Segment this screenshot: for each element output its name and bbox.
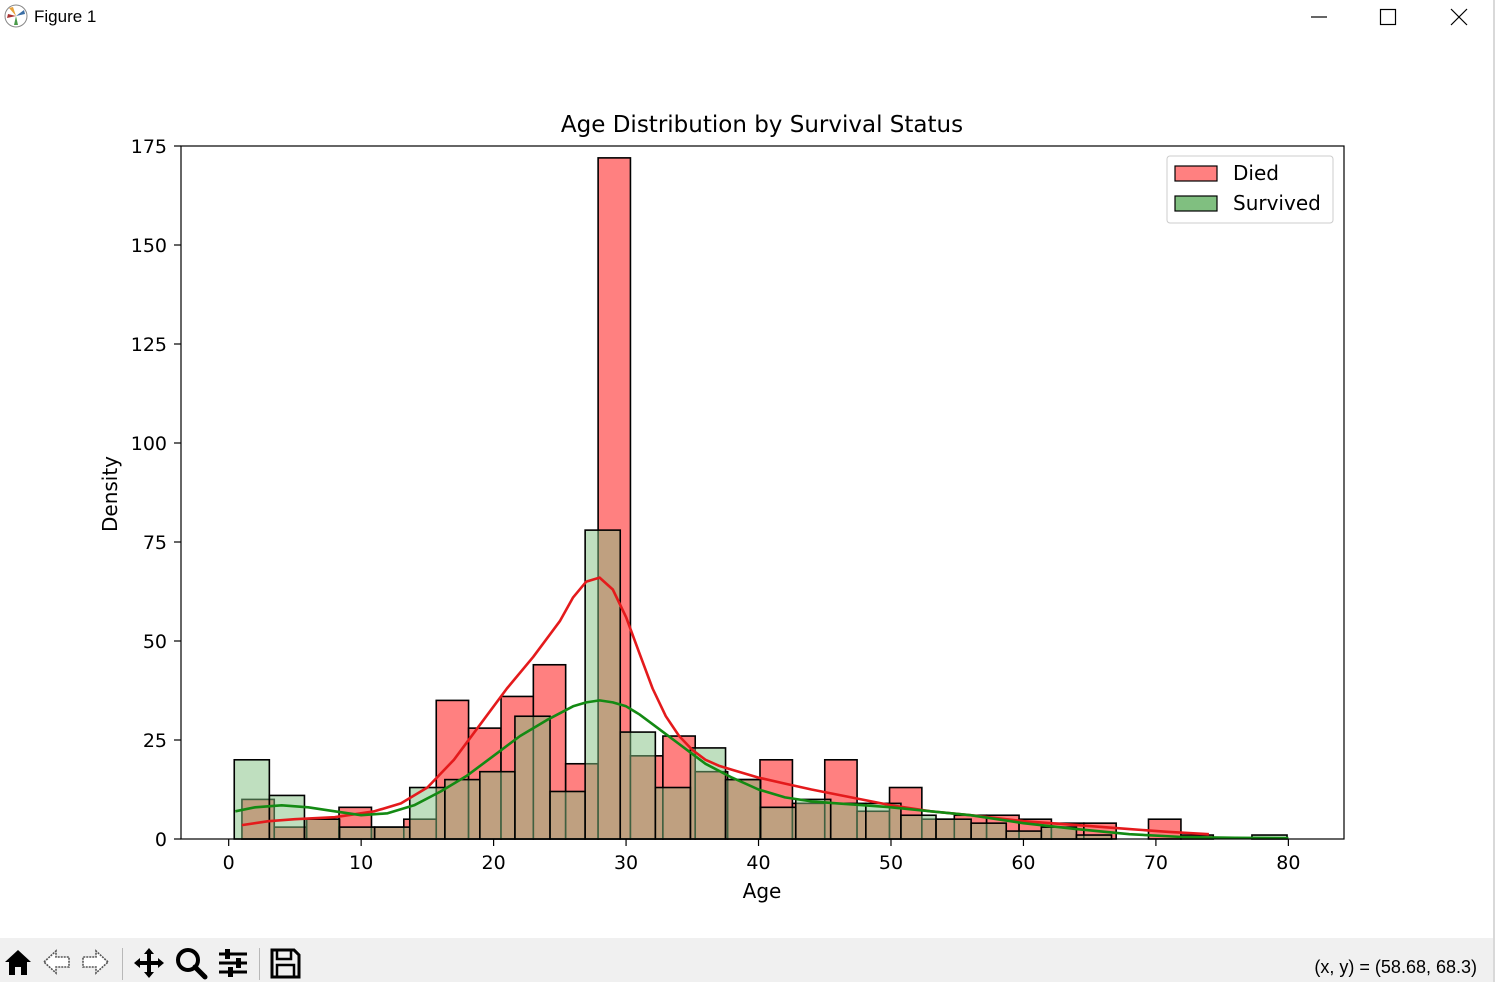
y-tick-label: 175 bbox=[131, 136, 167, 158]
legend-swatch-survived bbox=[1174, 195, 1218, 212]
y-tick-label: 25 bbox=[143, 730, 167, 752]
back-icon bbox=[42, 949, 70, 975]
title-bar: Figure 1 bbox=[0, 0, 1495, 34]
legend-swatch-died bbox=[1174, 165, 1218, 182]
bar-survived bbox=[373, 826, 411, 840]
back-button[interactable] bbox=[38, 946, 74, 982]
y-tick-label: 75 bbox=[143, 532, 167, 554]
bar-survived bbox=[303, 818, 341, 840]
bar-survived bbox=[654, 786, 692, 840]
histogram-chart[interactable]: 0 10 20 30 40 50 60 70 80 0 25 50 75 100 125 150 175 Age… bbox=[0, 34, 1495, 938]
x-tick-label: 20 bbox=[482, 852, 506, 874]
bar-survived bbox=[584, 529, 622, 840]
save-button[interactable] bbox=[267, 946, 303, 982]
x-tick-label: 0 bbox=[223, 852, 235, 874]
legend-label-died: Died bbox=[1233, 161, 1279, 185]
bar-survived bbox=[479, 770, 516, 840]
cursor-coordinates: (x, y) = (58.68, 68.3) bbox=[1314, 957, 1477, 977]
x-tick-label: 40 bbox=[746, 852, 770, 874]
bar-survived bbox=[233, 758, 271, 840]
configure-icon bbox=[219, 949, 247, 977]
x-tick-label: 30 bbox=[614, 852, 638, 874]
bar-survived bbox=[689, 747, 727, 840]
y-tick-label: 150 bbox=[131, 235, 167, 257]
window-border bbox=[1493, 0, 1495, 982]
bar-survived bbox=[1005, 830, 1043, 840]
configure-subplots-button[interactable] bbox=[215, 946, 251, 982]
forward-button[interactable] bbox=[78, 946, 114, 982]
x-tick-label: 60 bbox=[1011, 852, 1035, 874]
window-title: Figure 1 bbox=[34, 7, 97, 26]
minimize-icon bbox=[1311, 16, 1327, 18]
bar-survived bbox=[970, 822, 1008, 840]
y-tick-label: 0 bbox=[155, 829, 167, 851]
x-tick-label: 50 bbox=[879, 852, 903, 874]
pan-button[interactable] bbox=[131, 946, 167, 982]
maximize-icon bbox=[1379, 8, 1397, 26]
bar-survived bbox=[724, 778, 762, 840]
minimize-button[interactable] bbox=[1286, 0, 1352, 34]
maximize-button[interactable] bbox=[1355, 0, 1421, 34]
home-button[interactable] bbox=[0, 946, 36, 982]
close-button[interactable] bbox=[1426, 0, 1492, 34]
legend-label-survived: Survived bbox=[1233, 191, 1321, 215]
x-tick-label: 80 bbox=[1276, 852, 1300, 874]
kde-line-survived bbox=[235, 699, 1289, 840]
bar-survived bbox=[619, 731, 657, 840]
y-axis-label: Density bbox=[98, 456, 122, 532]
matplotlib-logo-icon bbox=[4, 4, 28, 28]
navigation-toolbar: (x, y) = (58.68, 68.3) bbox=[0, 938, 1495, 982]
chart-title: Age Distribution by Survival Status bbox=[561, 112, 963, 138]
y-tick-label: 125 bbox=[131, 334, 167, 356]
zoom-icon bbox=[176, 948, 208, 980]
y-tick-label: 100 bbox=[131, 433, 167, 455]
bar-survived bbox=[935, 818, 972, 840]
bar-survived bbox=[759, 806, 797, 840]
save-icon bbox=[270, 948, 301, 979]
pan-icon bbox=[134, 948, 164, 978]
plot-area-frame bbox=[180, 145, 1345, 840]
bar-survived bbox=[829, 802, 867, 840]
toolbar-separator bbox=[122, 948, 123, 980]
forward-icon bbox=[82, 949, 110, 975]
toolbar-separator bbox=[259, 948, 260, 980]
bar-survived bbox=[794, 798, 832, 840]
figure-canvas[interactable]: 0 10 20 30 40 50 60 70 80 0 25 50 75 100 125 150 175 Age… bbox=[0, 34, 1495, 938]
y-tick-label: 50 bbox=[143, 631, 167, 653]
x-tick-label: 10 bbox=[349, 852, 373, 874]
bar-survived bbox=[268, 794, 306, 840]
bar-survived bbox=[444, 778, 481, 840]
bar-survived bbox=[338, 826, 376, 840]
home-icon bbox=[5, 950, 31, 975]
x-tick-label: 70 bbox=[1144, 852, 1168, 874]
legend: Died Survived bbox=[1166, 155, 1334, 224]
zoom-button[interactable] bbox=[173, 946, 209, 982]
bar-survived bbox=[549, 790, 586, 840]
bar-survived bbox=[900, 814, 937, 840]
x-axis-label: Age bbox=[743, 879, 782, 903]
close-icon bbox=[1450, 8, 1468, 26]
